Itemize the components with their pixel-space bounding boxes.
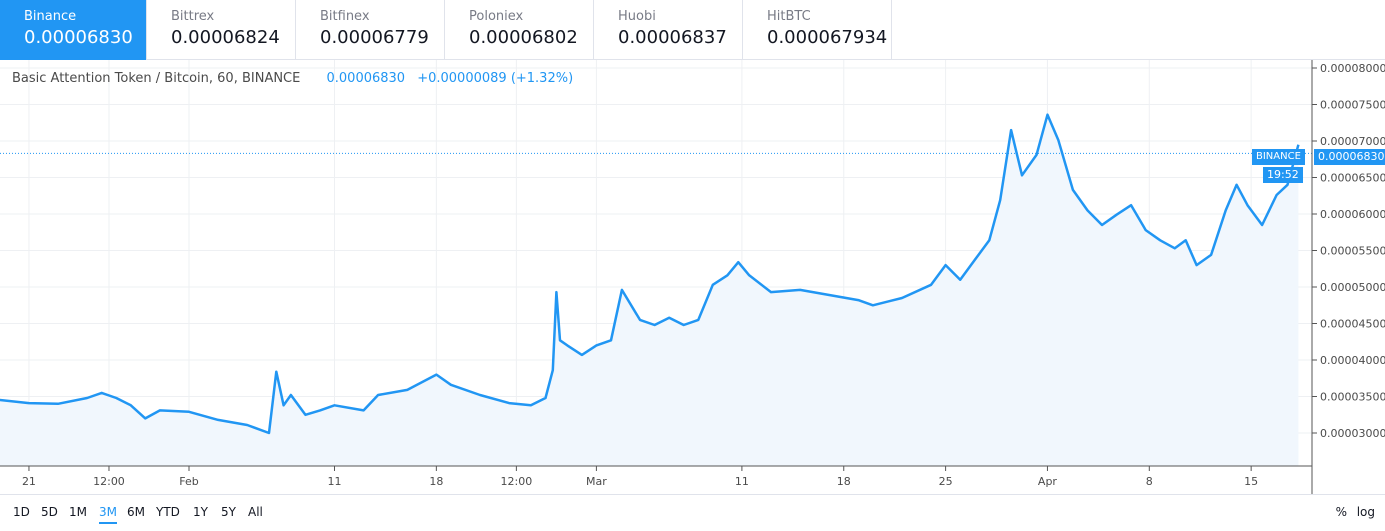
current-price-label: 0.00006830 [1314, 149, 1385, 165]
price-area [0, 114, 1299, 466]
x-tick-label: 12:00 [93, 475, 125, 488]
symbol-title: Basic Attention Token / Bitcoin, 60, BIN… [12, 71, 301, 86]
exchange-tab-bittrex[interactable]: Bittrex 0.00006824 [147, 0, 296, 60]
exchange-name: Poloniex [469, 9, 524, 24]
exchange-price: 0.00006837 [618, 27, 727, 48]
x-tick-label: Feb [179, 475, 198, 488]
x-tick-label: 25 [939, 475, 953, 488]
legend-change: +0.00000089 (+1.32%) [417, 71, 574, 86]
range-1d[interactable]: 1D [13, 505, 30, 519]
x-tick-label: 21 [22, 475, 36, 488]
exchange-tab-bitfinex[interactable]: Bitfinex 0.00006779 [296, 0, 445, 60]
y-tick-label: 0.00006500 [1320, 172, 1385, 185]
x-tick-label: 11 [735, 475, 749, 488]
x-tick-label: 18 [429, 475, 443, 488]
y-tick-label: 0.00005000 [1320, 281, 1385, 294]
range-5y[interactable]: 5Y [221, 505, 236, 519]
legend-price: 0.00006830 [326, 71, 406, 86]
exchange-tabs: Binance 0.00006830 Bittrex 0.00006824 Bitfin… [0, 0, 1385, 60]
x-tick-label: Mar [586, 475, 607, 488]
exchange-tab-hitbtc[interactable]: HitBTC 0.000067934 [743, 0, 892, 60]
y-tick-label: 0.00003000 [1320, 427, 1385, 440]
range-1m[interactable]: 1M [69, 505, 87, 519]
exchange-price: 0.000067934 [767, 27, 888, 48]
range-1y[interactable]: 1Y [193, 505, 208, 519]
x-tick-label: 18 [837, 475, 851, 488]
x-tick-label: 11 [328, 475, 342, 488]
y-tick-label: 0.00007500 [1320, 99, 1385, 112]
bottom-toolbar: % log 1D 5D 1M 3M 6M YTD 1Y 5Y All [0, 494, 1385, 531]
exchange-price: 0.00006779 [320, 27, 429, 48]
exchange-price: 0.00006802 [469, 27, 578, 48]
price-chart[interactable]: 0.00008000 0.00007500 0.00007000 0.00006500… [0, 60, 1385, 494]
exchange-name: Bitfinex [320, 9, 370, 24]
log-scale-button[interactable]: log [1356, 505, 1375, 519]
y-tick-label: 0.00005500 [1320, 245, 1385, 258]
x-tick-label: Apr [1038, 475, 1058, 488]
range-all[interactable]: All [248, 505, 263, 519]
y-tick-label: 0.00006000 [1320, 208, 1385, 221]
range-5d[interactable]: 5D [41, 505, 58, 519]
percent-scale-button[interactable]: % [1335, 505, 1347, 519]
exchange-name: HitBTC [767, 9, 811, 24]
exchange-name: Binance [24, 9, 77, 24]
exchange-price-label: BINANCE [1252, 149, 1305, 165]
y-tick-label: 0.00003500 [1320, 391, 1385, 404]
exchange-tab-binance[interactable]: Binance 0.00006830 [0, 0, 147, 60]
chart-legend: Basic Attention Token / Bitcoin, 60, BIN… [12, 71, 573, 86]
exchange-price: 0.00006824 [171, 27, 280, 48]
x-tick-label: 15 [1244, 475, 1258, 488]
exchange-tab-poloniex[interactable]: Poloniex 0.00006802 [445, 0, 594, 60]
range-ytd[interactable]: YTD [156, 505, 180, 519]
range-3m[interactable]: 3M [99, 505, 117, 524]
x-tick-label: 12:00 [501, 475, 533, 488]
price-line [0, 113, 1300, 435]
y-tick-label: 0.00004500 [1320, 318, 1385, 331]
exchange-name: Huobi [618, 9, 656, 24]
range-6m[interactable]: 6M [127, 505, 145, 519]
y-tick-label: 0.00004000 [1320, 354, 1385, 367]
bar-countdown: 19:52 [1263, 167, 1303, 183]
x-tick-label: 8 [1146, 475, 1153, 488]
y-tick-label: 0.00007000 [1320, 135, 1385, 148]
exchange-price: 0.00006830 [24, 27, 133, 48]
y-tick-label: 0.00008000 [1320, 62, 1385, 75]
exchange-name: Bittrex [171, 9, 215, 24]
exchange-tab-huobi[interactable]: Huobi 0.00006837 [594, 0, 743, 60]
